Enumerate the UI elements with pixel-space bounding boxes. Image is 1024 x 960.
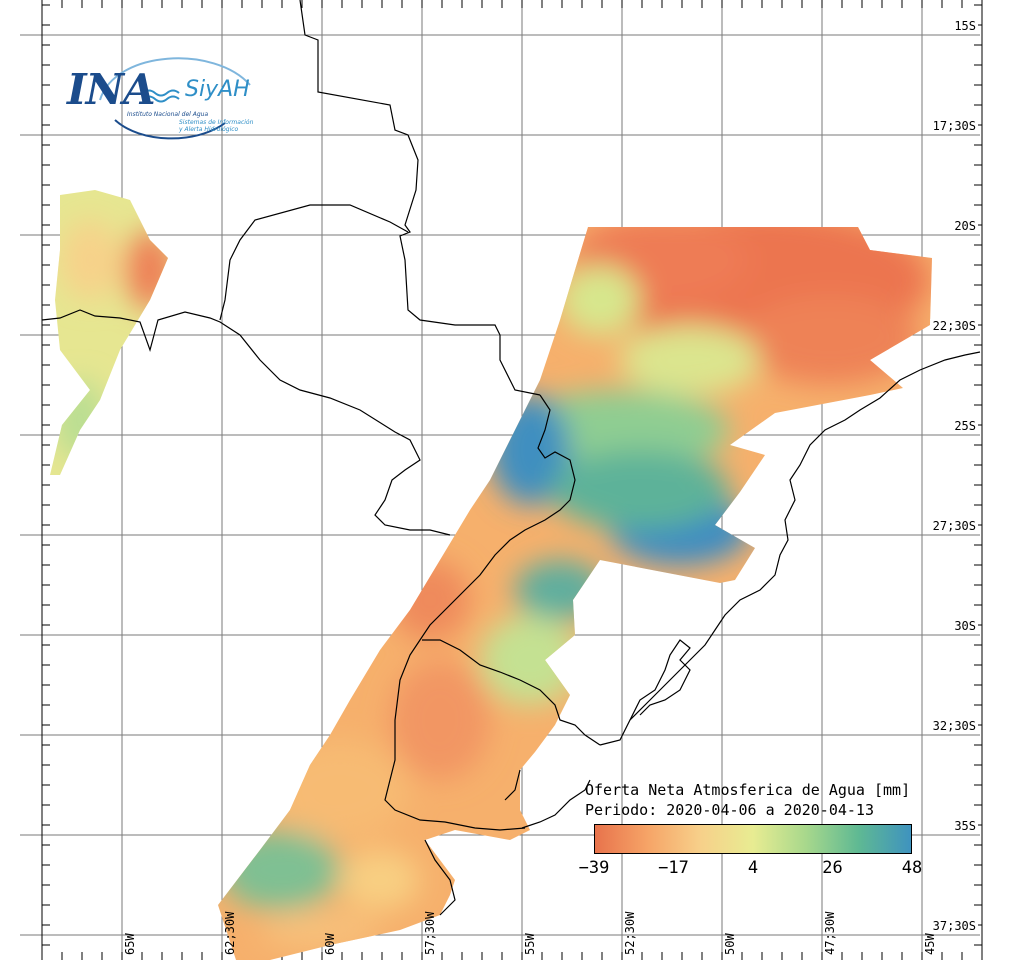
logo-swoosh-icon (99, 57, 251, 140)
latitude-label-bg (952, 619, 978, 633)
edge-ticks (41, 0, 983, 960)
ina-siyah-logo: INA SiyAH Instituto Nacional del Agua Si… (55, 45, 270, 145)
longitude-label: 47;30W (823, 911, 837, 955)
latitude-label: 27;30S (933, 519, 976, 533)
latitude-label-bg (930, 919, 978, 933)
colorbar-tick-label: 26 (822, 858, 843, 878)
latitude-label: 17;30S (933, 119, 976, 133)
latitude-label: 35S (954, 819, 976, 833)
latitude-label: 30S (954, 619, 976, 633)
legend-period: Periodo: 2020-04-06 a 2020-04-13 (585, 801, 874, 819)
latitude-label-bg (952, 419, 978, 433)
logo-institution: Instituto Nacional del Agua (127, 111, 209, 118)
latitude-label: 22;30S (933, 319, 976, 333)
longitude-label: 57;30W (423, 911, 437, 955)
latitude-label-bg (952, 219, 978, 233)
colorbar-tick-label: 48 (901, 858, 923, 878)
colorbar-tick-label: −39 (578, 858, 610, 878)
longitude-label: 62;30W (223, 911, 237, 955)
colorbar-tick-label: 4 (747, 858, 759, 878)
latitude-label-bg (930, 319, 978, 333)
longitude-label: 60W (323, 933, 337, 955)
longitude-label: 52;30W (623, 911, 637, 955)
longitude-label: 50W (723, 933, 737, 955)
latitude-label: 15S (954, 19, 976, 33)
latitude-label-bg (952, 819, 978, 833)
colorbar-tick-label: −17 (658, 858, 689, 878)
latitude-label: 32;30S (933, 719, 976, 733)
latitude-label-bg (930, 719, 978, 733)
latitude-label: 37;30S (933, 919, 976, 933)
logo-ina-text: INA (67, 65, 156, 114)
latitude-label-bg (930, 119, 978, 133)
logo-system-line2: y Alerta Hidrológico (179, 126, 239, 133)
latitude-label-bg (952, 19, 978, 33)
latitude-label-bg (930, 519, 978, 533)
longitude-label: 65W (123, 933, 137, 955)
longitude-label: 55W (523, 933, 537, 955)
logo-system-desc: Sistemas de Información y Alerta Hidroló… (179, 119, 269, 133)
legend-title: Oferta Neta Atmosferica de Agua [mm] (585, 781, 911, 799)
political-borders (41, 0, 981, 916)
latitude-label: 20S (954, 219, 976, 233)
logo-system-line1: Sistemas de Información (179, 119, 254, 126)
logo-siyah-text: SiyAH (185, 77, 250, 102)
longitude-label: 45W (923, 933, 937, 955)
colorbar (594, 824, 912, 854)
latitude-label: 25S (954, 419, 976, 433)
